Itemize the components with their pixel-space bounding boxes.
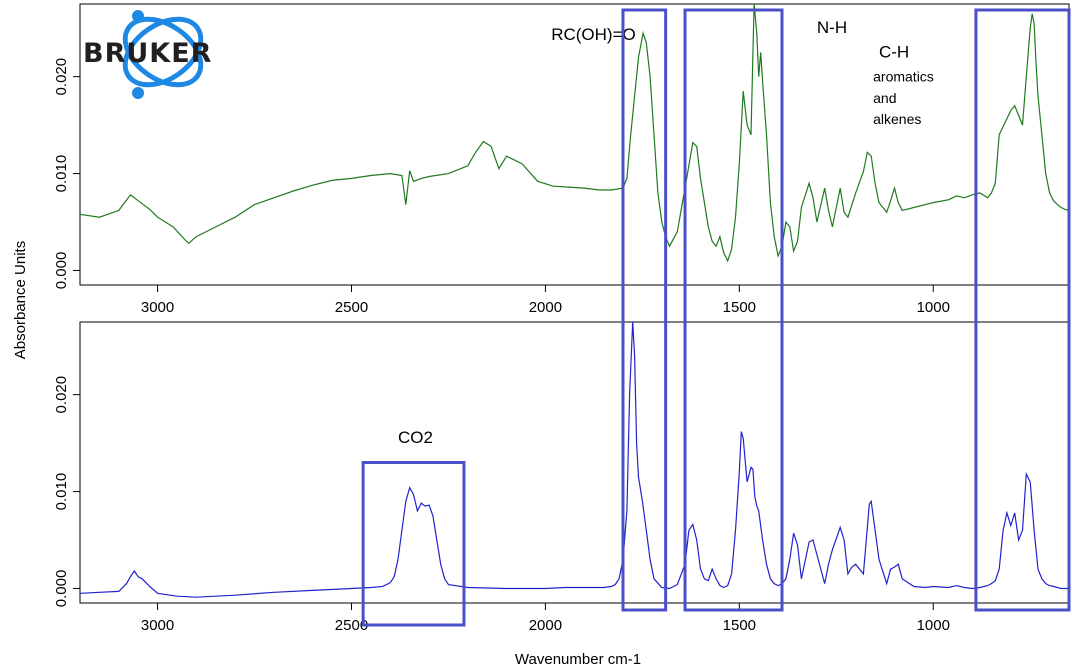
bottom-y-axis: 0.000 0.010 0.020 [53,376,80,607]
annotation-label: CO2 [398,428,433,447]
x-tick-label: 3000 [141,617,174,634]
logo-text: BRUKER [83,38,212,69]
annotation-label: and [873,90,896,106]
top-x-axis: 3000 2500 2000 1500 1000 [141,285,950,316]
y-tick-label: 0.010 [53,155,70,193]
x-tick-label: 1000 [917,299,950,316]
y-tick-label: 0.000 [53,570,70,608]
x-tick-label: 1500 [723,617,756,634]
atom-orbit-icon [122,10,204,99]
bottom-annotations: CO2 [398,428,433,447]
x-tick-label: 1000 [917,617,950,634]
highlight-boxes [361,8,1071,627]
bottom-plot-frame [79,321,1070,604]
y-tick-label: 0.020 [53,376,70,414]
y-tick-label: 0.010 [53,473,70,511]
x-tick-label: 2000 [529,299,562,316]
y-axis-title: Absorbance Units [12,241,29,359]
top-spectrum-panel: 3000 2500 2000 1500 1000 0.000 0.010 0.020 RC(… [53,3,1070,316]
y-tick-label: 0.020 [53,58,70,96]
x-tick-label: 2000 [529,617,562,634]
x-tick-label: 1500 [723,299,756,316]
annotation-label: RC(OH)=O [551,25,636,44]
top-plot-frame [79,3,1070,286]
highlight-box [361,461,466,627]
bottom-spectrum-line [79,321,1069,598]
x-tick-label: 3000 [141,299,174,316]
bottom-x-axis: 3000 2500 2000 1500 1000 [141,603,950,634]
highlight-box [621,8,668,612]
x-tick-label: 2500 [335,299,368,316]
annotation-label: alkenes [873,111,921,127]
y-tick-label: 0.000 [53,252,70,290]
x-tick-label: 2500 [335,617,368,634]
highlight-box [974,8,1071,612]
highlight-box [683,8,784,612]
top-y-axis: 0.000 0.010 0.020 [53,58,80,289]
x-axis-title: Wavenumber cm-1 [515,651,641,668]
top-annotations: RC(OH)=O N-H C-H aromatics and alkenes [551,18,934,127]
bruker-logo: BRUKER [83,10,212,99]
annotation-label: N-H [817,18,847,37]
annotation-label: aromatics [873,69,934,85]
annotation-label: C-H [879,42,909,61]
bottom-spectrum-panel: 3000 2500 2000 1500 1000 0.000 0.010 0.020 CO2 [53,321,1070,634]
